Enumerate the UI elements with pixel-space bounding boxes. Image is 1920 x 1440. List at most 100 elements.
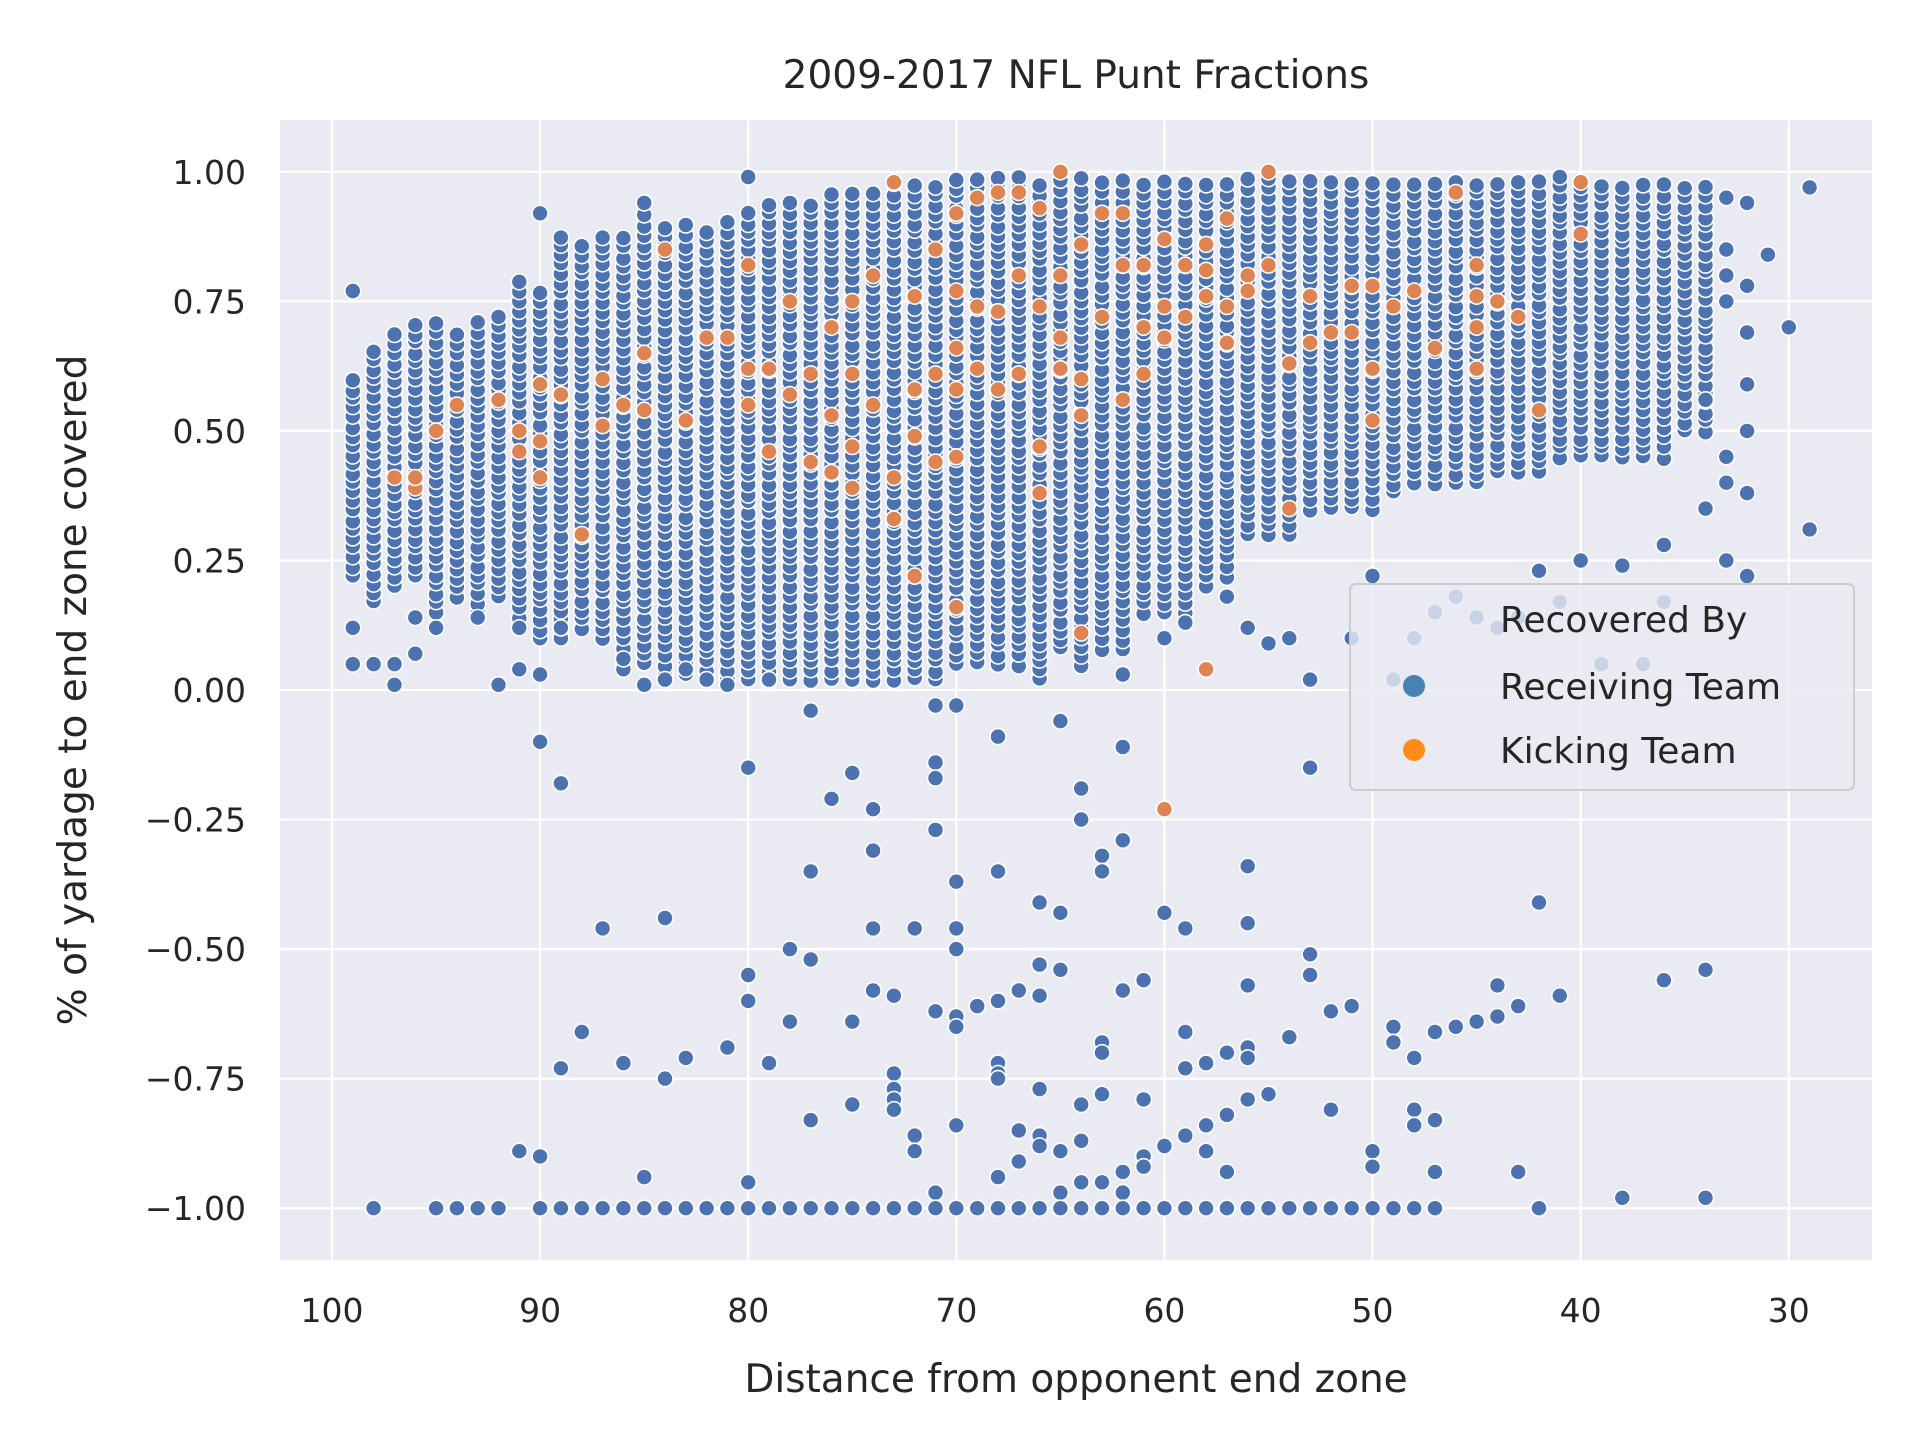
receiving-team-point <box>1134 176 1153 194</box>
receiving-team-point <box>1176 613 1195 632</box>
kicking-team-point <box>801 453 820 471</box>
receiving-team-point <box>801 862 820 881</box>
receiving-team-point <box>1218 587 1236 606</box>
legend-kicking-label: Kicking Team <box>1500 731 1737 772</box>
kicking-team-point <box>1072 370 1090 388</box>
receiving-team-point <box>1675 179 1694 197</box>
receiving-team-point <box>760 196 778 214</box>
chart-title: 2009-2017 NFL Punt Fractions <box>783 53 1370 98</box>
receiving-team-point <box>531 204 549 223</box>
kicking-team-point <box>864 396 882 414</box>
receiving-team-point <box>593 919 612 938</box>
receiving-team-point <box>1426 1199 1444 1217</box>
receiving-team-point <box>1030 1137 1049 1155</box>
receiving-team-point <box>572 237 591 255</box>
receiving-team-point <box>614 1054 633 1072</box>
kicking-team-point <box>1134 318 1153 337</box>
kicking-team-point <box>1009 266 1028 285</box>
receiving-team-point <box>989 1199 1007 1217</box>
kicking-team-point <box>1259 256 1278 274</box>
receiving-team-point <box>1155 1199 1174 1217</box>
receiving-team-point <box>1696 960 1715 979</box>
receiving-team-point <box>1197 176 1215 194</box>
receiving-team-point <box>489 1199 508 1217</box>
receiving-team-point <box>1426 1023 1444 1041</box>
receiving-team-point <box>968 170 987 189</box>
receiving-team-point <box>448 325 466 344</box>
kicking-team-point <box>1176 308 1195 326</box>
kicking-team-point <box>1259 163 1278 181</box>
receiving-team-point <box>343 282 362 300</box>
receiving-team-point <box>656 1199 674 1217</box>
y-tick-label: 1.00 <box>173 153 246 192</box>
receiving-team-point <box>1218 1199 1236 1217</box>
receiving-team-point <box>1114 665 1132 684</box>
receiving-team-point <box>1717 551 1736 570</box>
receiving-team-point <box>635 1199 654 1217</box>
y-tick-label: 0.00 <box>173 671 246 710</box>
receiving-team-point <box>1717 473 1736 492</box>
receiving-team-point <box>1426 175 1444 193</box>
receiving-team-point <box>1738 567 1756 585</box>
receiving-team-point <box>739 1173 758 1192</box>
receiving-team-point <box>1717 240 1736 259</box>
receiving-team-point <box>1738 323 1756 342</box>
receiving-team-point <box>801 1111 820 1129</box>
kicking-team-point <box>531 375 549 394</box>
receiving-team-point <box>822 185 841 204</box>
receiving-team-point <box>656 219 674 238</box>
receiving-team-point <box>1301 172 1319 190</box>
receiving-team-point <box>531 732 549 751</box>
kicking-team-point <box>1405 282 1423 300</box>
receiving-team-point <box>801 701 820 720</box>
receiving-team-point <box>1259 1085 1278 1103</box>
receiving-team-point <box>905 1142 924 1160</box>
receiving-team-point <box>1447 1018 1465 1036</box>
y-tick-label: −1.00 <box>145 1189 246 1228</box>
kicking-team-point <box>531 432 549 451</box>
kicking-team-point <box>989 380 1007 399</box>
receiving-team-point <box>947 1116 966 1135</box>
receiving-team-point <box>1072 1173 1090 1192</box>
kicking-team-point <box>406 468 425 487</box>
kicking-team-point <box>1530 401 1548 420</box>
kicking-team-point <box>1093 204 1111 223</box>
receiving-team-point <box>885 1100 903 1119</box>
legend-receiving-marker <box>1403 675 1425 697</box>
receiving-team-point <box>1134 971 1153 990</box>
receiving-team-point <box>1738 194 1756 212</box>
kicking-team-point <box>885 173 903 191</box>
kicking-team-point <box>593 416 612 435</box>
receiving-team-point <box>1114 981 1132 1000</box>
receiving-team-point <box>1114 1183 1132 1202</box>
receiving-team-point <box>1009 981 1028 1000</box>
receiving-team-point <box>1009 1152 1028 1171</box>
receiving-team-point <box>989 727 1007 746</box>
kicking-team-point <box>1030 484 1049 502</box>
receiving-team-point <box>739 1199 758 1217</box>
receiving-team-point <box>1717 266 1736 285</box>
receiving-team-point <box>718 1038 737 1057</box>
receiving-team-point <box>739 992 758 1010</box>
receiving-team-point <box>364 1199 383 1217</box>
receiving-team-point <box>1322 1100 1340 1119</box>
receiving-team-point <box>656 670 674 689</box>
y-tick-label: −0.50 <box>145 930 246 969</box>
receiving-team-point <box>1613 179 1632 197</box>
receiving-team-point <box>843 1199 862 1217</box>
kicking-team-point <box>905 380 924 399</box>
receiving-team-point <box>1426 1163 1444 1181</box>
receiving-team-point <box>468 608 487 627</box>
receiving-team-point <box>1009 168 1028 187</box>
kicking-team-point <box>718 328 737 347</box>
kicking-team-point <box>1093 308 1111 326</box>
receiving-team-point <box>1072 779 1090 798</box>
receiving-team-point <box>676 1049 695 1067</box>
receiving-team-point <box>552 1059 570 1078</box>
receiving-team-point <box>1030 1199 1049 1217</box>
receiving-team-point <box>739 758 758 777</box>
receiving-team-point <box>905 1126 924 1145</box>
receiving-team-point <box>343 655 362 673</box>
receiving-team-point <box>1530 561 1548 580</box>
